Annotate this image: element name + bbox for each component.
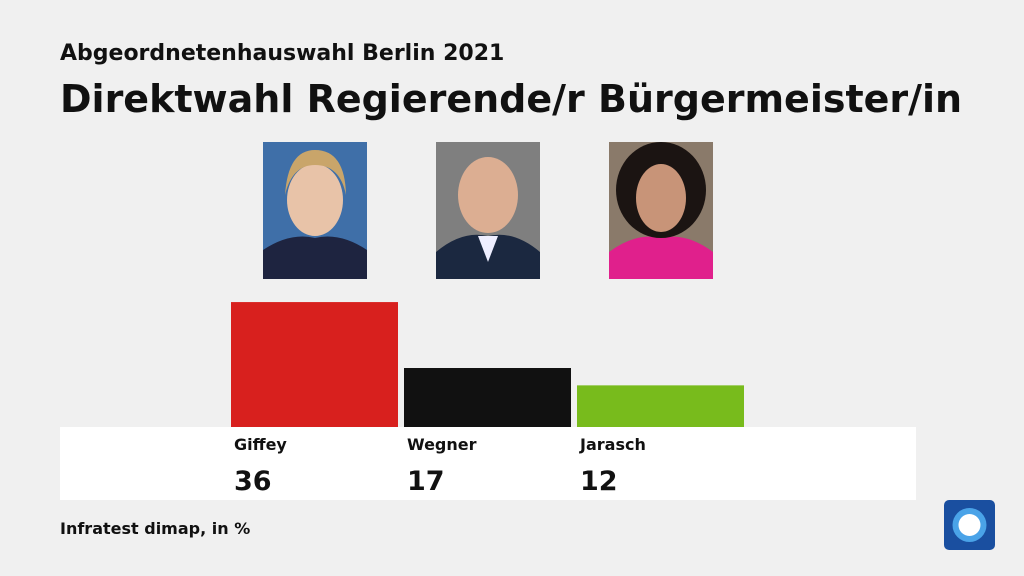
photo	[609, 142, 713, 279]
photo	[263, 142, 367, 279]
category-label: Wegner	[407, 435, 477, 454]
bar	[577, 385, 744, 427]
chart-subtitle: Abgeordnetenhauswahl Berlin 2021	[60, 41, 504, 66]
photo	[436, 142, 540, 279]
source-note: Infratest dimap, in %	[60, 519, 250, 538]
chart-title: Direktwahl Regierende/r Bürgermeister/in	[60, 77, 962, 121]
label-panel	[60, 427, 916, 500]
category-label: Giffey	[234, 435, 287, 454]
bar	[404, 368, 571, 427]
bar	[231, 302, 398, 427]
value-label: 12	[580, 466, 618, 497]
category-label: Jarasch	[579, 435, 646, 454]
value-label: 17	[407, 466, 445, 497]
logo	[944, 500, 995, 550]
value-label: 36	[234, 466, 272, 497]
